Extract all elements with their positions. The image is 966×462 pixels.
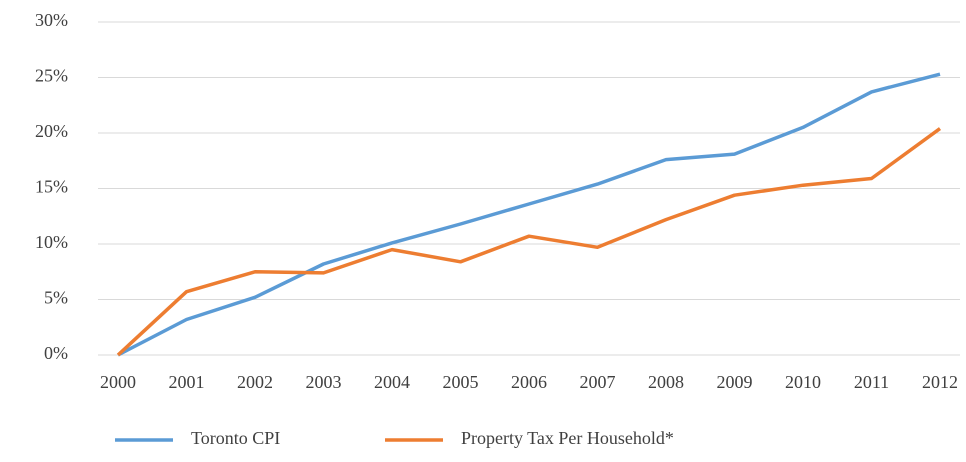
x-tick-label: 2008 <box>648 372 684 392</box>
y-tick-label: 0% <box>44 343 68 363</box>
x-tick-label: 2002 <box>237 372 273 392</box>
x-tick-label: 2007 <box>580 372 616 392</box>
x-tick-label: 2006 <box>511 372 547 392</box>
x-tick-label: 2005 <box>443 372 479 392</box>
data-line <box>116 127 942 357</box>
x-tick-label: 2000 <box>100 372 136 392</box>
x-tick-label: 2012 <box>922 372 958 392</box>
y-tick-label: 25% <box>35 66 68 86</box>
x-tick-label: 2010 <box>785 372 821 392</box>
x-tick-label: 2009 <box>717 372 753 392</box>
x-tick-label: 2011 <box>854 372 889 392</box>
x-tick-label: 2001 <box>169 372 205 392</box>
legend-label: Toronto CPI <box>191 428 280 448</box>
x-tick-label: 2004 <box>374 372 410 392</box>
x-tick-label: 2003 <box>306 372 342 392</box>
y-tick-label: 30% <box>35 10 68 30</box>
legend-label: Property Tax Per Household* <box>461 428 674 448</box>
y-tick-label: 20% <box>35 121 68 141</box>
y-tick-label: 5% <box>44 288 68 308</box>
data-line <box>117 72 941 357</box>
y-tick-label: 10% <box>35 232 68 252</box>
y-tick-label: 15% <box>35 177 68 197</box>
